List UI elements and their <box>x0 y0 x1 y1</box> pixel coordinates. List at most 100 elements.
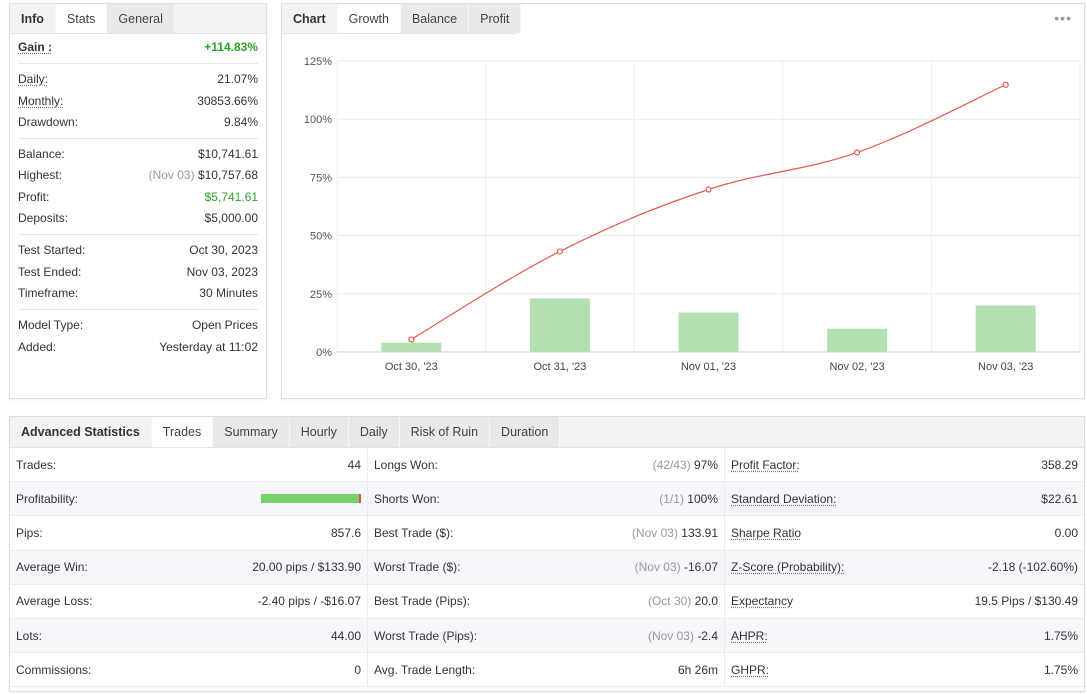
list-item: Worst Trade (Pips): (Nov 03) -2.4 <box>368 618 724 654</box>
average-win-label: Average Win: <box>16 560 88 575</box>
standard-deviation-value: $22.61 <box>1041 491 1078 506</box>
bar <box>678 312 739 352</box>
list-item: Shorts Won: (1/1) 100% <box>368 482 724 517</box>
tab-general[interactable]: General <box>107 4 175 33</box>
standard-deviation-label[interactable]: Standard Deviation: <box>731 491 837 506</box>
worst-trade-usd-value: -16.07 <box>683 560 718 575</box>
test-started-label: Test Started: <box>18 243 86 258</box>
worst-trade-usd-date: (Nov 03) <box>634 560 681 575</box>
list-item: Profitability: <box>10 482 367 517</box>
adv-tabs: Advanced Statistics Trades Summary Hourl… <box>10 417 1084 448</box>
list-item: Profit Factor: 358.29 <box>725 448 1084 483</box>
growth-point <box>1002 81 1009 88</box>
tab-balance[interactable]: Balance <box>400 4 470 33</box>
y-tick-label: 125% <box>304 56 332 68</box>
ghpr-label[interactable]: GHPR: <box>731 662 770 677</box>
tab-growth[interactable]: Growth <box>337 4 401 33</box>
list-item: Z-Score (Probability): -2.18 (-102.60%) <box>725 550 1084 585</box>
highest-label: Highest: <box>18 168 63 183</box>
tab-duration[interactable]: Duration <box>490 417 561 447</box>
list-item: Best Trade ($): (Nov 03) 133.91 <box>368 516 724 551</box>
adv-col-3: Profit Factor: 358.29 Standard Deviation:… <box>724 448 1084 688</box>
tab-advanced-statistics[interactable]: Advanced Statistics <box>10 417 152 447</box>
average-loss-label: Average Loss: <box>16 594 93 609</box>
x-tick-label: Nov 01, '23 <box>681 361 736 373</box>
tab-hourly[interactable]: Hourly <box>289 417 349 447</box>
profitability-bar <box>261 494 361 504</box>
tab-info[interactable]: Info <box>10 4 56 33</box>
bar <box>975 305 1036 352</box>
chart-tabs: Chart Growth Balance Profit <box>282 4 522 34</box>
best-trade-usd-date: (Nov 03) <box>631 525 678 540</box>
test-ended-value: Nov 03, 2023 <box>186 264 258 279</box>
adv-col-1: Trades: 44 Profitability: Pips: 857.6 Aver… <box>10 448 367 688</box>
average-loss-value: -2.40 pips / -$16.07 <box>257 594 361 609</box>
shorts-won-label: Shorts Won: <box>374 491 440 506</box>
commissions-value: 0 <box>354 662 361 677</box>
growth-point <box>556 248 563 255</box>
trades-value: 44 <box>347 457 361 472</box>
list-item: Worst Trade ($): (Nov 03) -16.07 <box>368 550 724 585</box>
drawdown-label: Drawdown: <box>18 114 79 129</box>
z-score-label[interactable]: Z-Score (Probability): <box>731 560 845 575</box>
tab-profit[interactable]: Profit <box>469 4 522 33</box>
tab-risk-of-ruin[interactable]: Risk of Ruin <box>399 417 491 447</box>
gain-row: Gain : +114.83% <box>18 37 258 58</box>
test-started-value: Oct 30, 2023 <box>189 243 258 258</box>
list-item: Best Trade (Pips): (Oct 30) 20.0 <box>368 585 724 619</box>
list-item: Average Loss: -2.40 pips / -$16.07 <box>10 585 367 619</box>
best-trade-pips-date: (Oct 30) <box>647 594 692 609</box>
sharpe-ratio-value: 0.00 <box>1054 525 1078 540</box>
bar <box>381 342 442 352</box>
gain-value: +114.83% <box>204 40 258 54</box>
highest-date: (Nov 03) <box>148 168 195 183</box>
y-tick-label: 0% <box>316 347 332 359</box>
balance-value: $10,741.61 <box>197 147 258 162</box>
advanced-statistics-panel: Advanced Statistics Trades Summary Hourl… <box>9 416 1085 692</box>
pips-label: Pips: <box>16 525 43 540</box>
growth-chart: 125% 100% 75% 50% 25% 0% Oct 30, '23 Oct 31, '2… <box>304 56 1081 373</box>
tab-summary[interactable]: Summary <box>213 417 290 447</box>
worst-trade-pips-label: Worst Trade (Pips): <box>374 628 478 643</box>
stats-tabs: Info Stats General <box>10 4 266 34</box>
y-tick-label: 50% <box>310 231 332 243</box>
drawdown-value: 9.84% <box>223 114 258 129</box>
tab-chart[interactable]: Chart <box>282 4 338 33</box>
model-type-value: Open Prices <box>191 318 258 333</box>
model-type-label: Model Type: <box>18 318 84 333</box>
more-options-icon[interactable]: ••• <box>1054 10 1072 26</box>
timeframe-label: Timeframe: <box>18 285 79 300</box>
profit-factor-label[interactable]: Profit Factor: <box>731 457 800 472</box>
tab-daily[interactable]: Daily <box>348 417 400 447</box>
x-tick-label: Nov 02, '23 <box>829 361 884 373</box>
best-trade-usd-value: 133.91 <box>681 525 718 540</box>
ahpr-label[interactable]: AHPR: <box>731 628 768 643</box>
tab-trades[interactable]: Trades <box>151 417 214 447</box>
profit-value: $5,741.61 <box>204 189 258 204</box>
trades-label: Trades: <box>16 457 57 472</box>
list-item: Commissions: 0 <box>10 653 367 688</box>
expectancy-label[interactable]: Expectancy <box>731 594 794 609</box>
worst-trade-usd-label: Worst Trade ($): <box>374 560 461 575</box>
tab-stats[interactable]: Stats <box>55 4 108 33</box>
x-tick-label: Oct 31, '23 <box>533 361 586 373</box>
growth-point <box>853 149 861 156</box>
list-item: Average Win: 20.00 pips / $133.90 <box>10 550 367 585</box>
deposits-label: Deposits: <box>18 211 69 226</box>
pips-value: 857.6 <box>330 525 361 540</box>
y-tick-label: 75% <box>310 172 332 184</box>
sharpe-ratio-label[interactable]: Sharpe Ratio <box>731 525 802 540</box>
y-tick-label: 100% <box>304 114 332 126</box>
bar <box>827 328 888 352</box>
list-item: Lots: 44.00 <box>10 618 367 654</box>
avg-trade-length-value: 6h 26m <box>677 662 718 677</box>
list-item: Avg. Trade Length: 6h 26m <box>368 653 724 688</box>
monthly-label[interactable]: Monthly: <box>18 93 64 108</box>
list-item: Pips: 857.6 <box>10 516 367 551</box>
daily-label[interactable]: Daily: <box>18 72 49 87</box>
best-trade-pips-label: Best Trade (Pips): <box>374 594 471 609</box>
added-value: Yesterday at 11:02 <box>159 339 258 354</box>
list-item: Longs Won: (42/43) 97% <box>368 448 724 483</box>
daily-value: 21.07% <box>217 72 258 87</box>
gain-label[interactable]: Gain : <box>18 40 53 54</box>
